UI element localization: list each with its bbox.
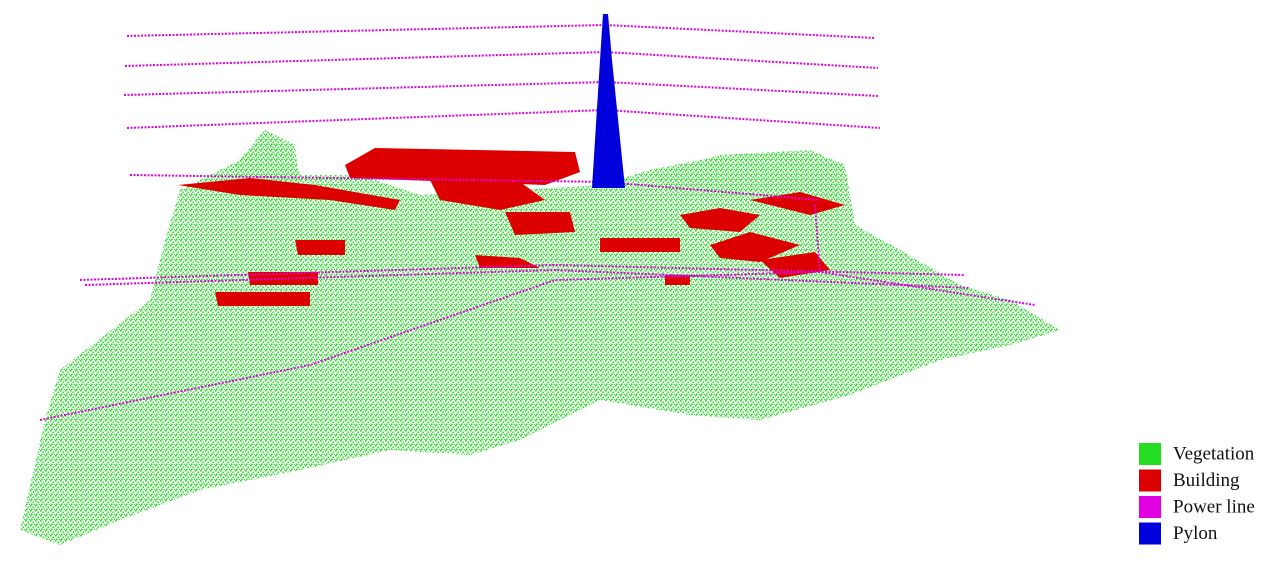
vegetation-points <box>20 130 1060 545</box>
vegetation-cluster <box>650 150 845 200</box>
legend-swatch <box>1139 496 1161 518</box>
power-line <box>127 110 880 128</box>
legend: Vegetation Building Power line Pylon <box>1139 443 1255 545</box>
legend-swatch <box>1139 523 1161 545</box>
building-roof <box>505 212 575 235</box>
power-line <box>125 52 878 68</box>
power-line <box>127 25 875 38</box>
power-line <box>124 82 878 96</box>
building-roof <box>295 240 345 255</box>
pylon-points <box>592 14 625 188</box>
pylon <box>592 14 625 188</box>
legend-label: Pylon <box>1173 523 1218 544</box>
scene: Vegetation Building Power line Pylon <box>0 0 1282 561</box>
legend-swatch <box>1139 443 1161 465</box>
legend-label: Building <box>1173 470 1240 491</box>
legend-label: Power line <box>1173 496 1255 517</box>
building-roof <box>600 238 680 252</box>
legend-label: Vegetation <box>1173 443 1255 464</box>
building-roof <box>215 292 310 306</box>
legend-swatch <box>1139 470 1161 492</box>
